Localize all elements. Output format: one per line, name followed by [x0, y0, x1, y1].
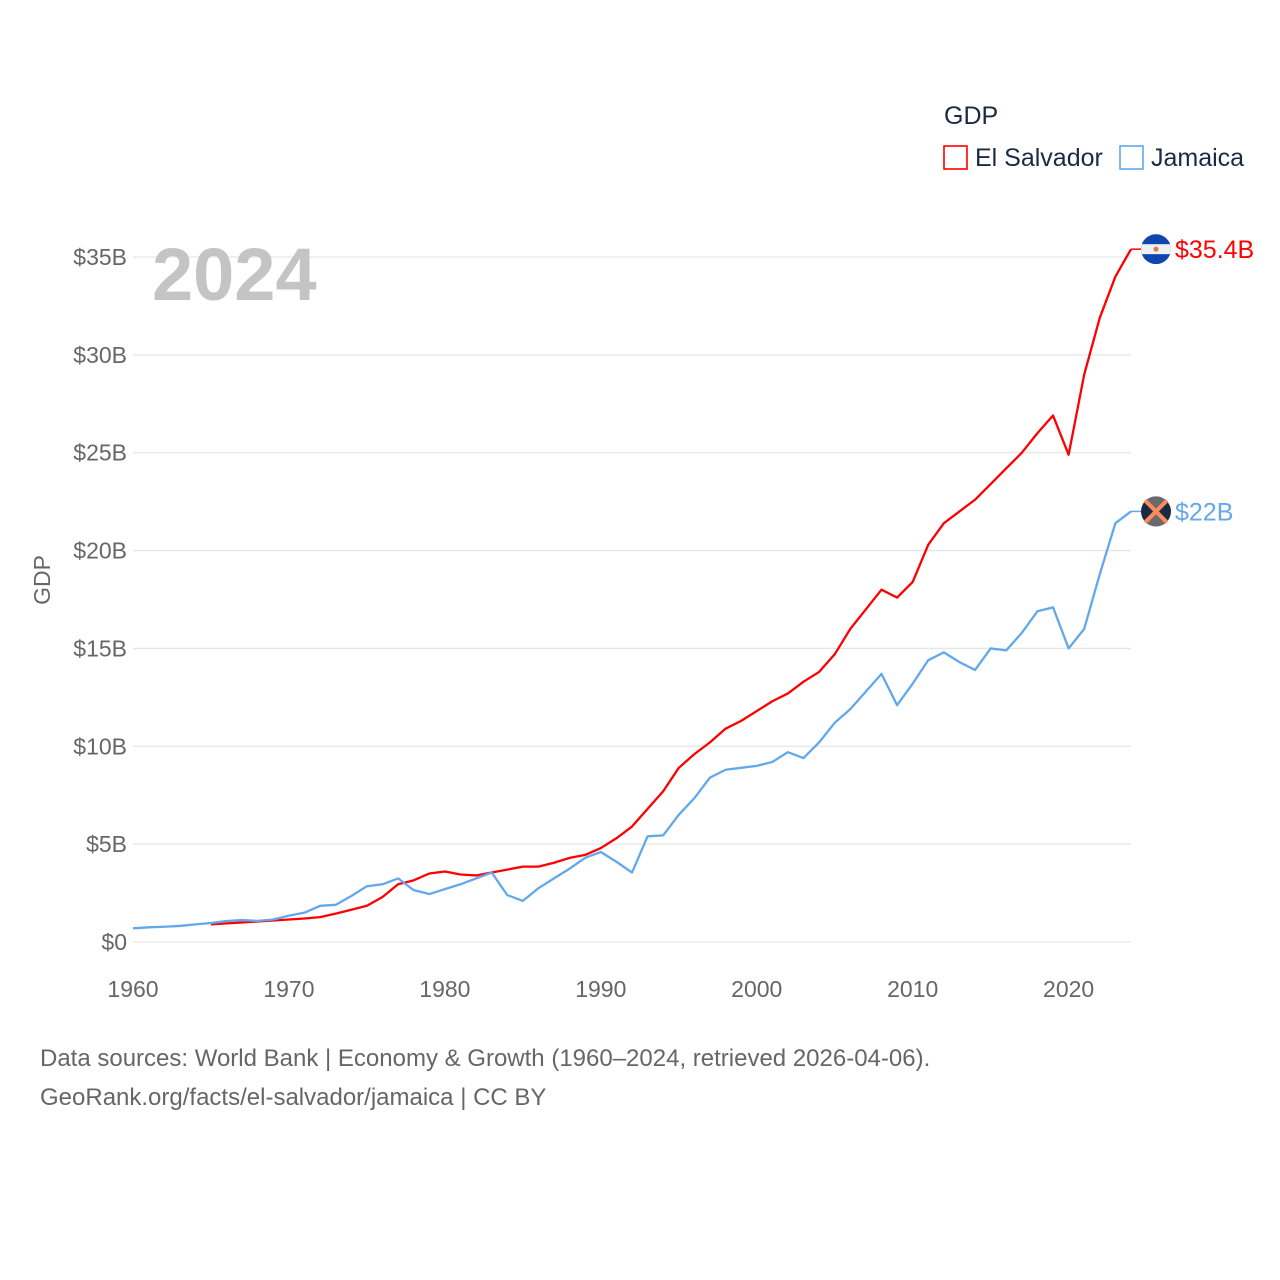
- el-salvador-flag-icon: [1141, 234, 1171, 265]
- footer-attribution[interactable]: GeoRank.org/facts/el-salvador/jamaica | …: [40, 1084, 547, 1111]
- legend-swatch[interactable]: [1119, 145, 1144, 170]
- x-tick-label: 2020: [1043, 976, 1094, 1002]
- year-watermark: 2024: [152, 233, 317, 316]
- series-line-el-salvador: [210, 248, 1132, 926]
- legend-swatch[interactable]: [943, 145, 968, 170]
- x-tick-label: 1980: [419, 976, 470, 1002]
- y-tick-label: $15B: [73, 635, 127, 661]
- x-tick-label: 2010: [887, 976, 938, 1002]
- x-tick-label: 2000: [731, 976, 782, 1002]
- legend-label[interactable]: Jamaica: [1151, 144, 1244, 172]
- y-tick-label: $30B: [73, 342, 127, 368]
- legend-label[interactable]: El Salvador: [975, 144, 1103, 172]
- jamaica-flag-icon: [1141, 496, 1171, 527]
- y-tick-label: $10B: [73, 733, 127, 759]
- y-tick-label: $5B: [86, 831, 127, 857]
- y-tick-label: $0: [101, 929, 127, 955]
- y-tick-label: $35B: [73, 244, 127, 270]
- x-tick-label: 1960: [107, 976, 158, 1002]
- y-tick-label: $25B: [73, 440, 127, 466]
- end-value-label: $35.4B: [1175, 236, 1254, 264]
- legend-title: GDP: [944, 102, 998, 130]
- y-tick-label: $20B: [73, 538, 127, 564]
- footer-sources: Data sources: World Bank | Economy & Gro…: [40, 1045, 931, 1072]
- x-tick-label: 1990: [575, 976, 626, 1002]
- y-axis-label: GDP: [29, 555, 55, 605]
- end-value-label: $22B: [1175, 498, 1233, 526]
- series-line-jamaica: [132, 510, 1132, 930]
- x-tick-label: 1970: [263, 976, 314, 1002]
